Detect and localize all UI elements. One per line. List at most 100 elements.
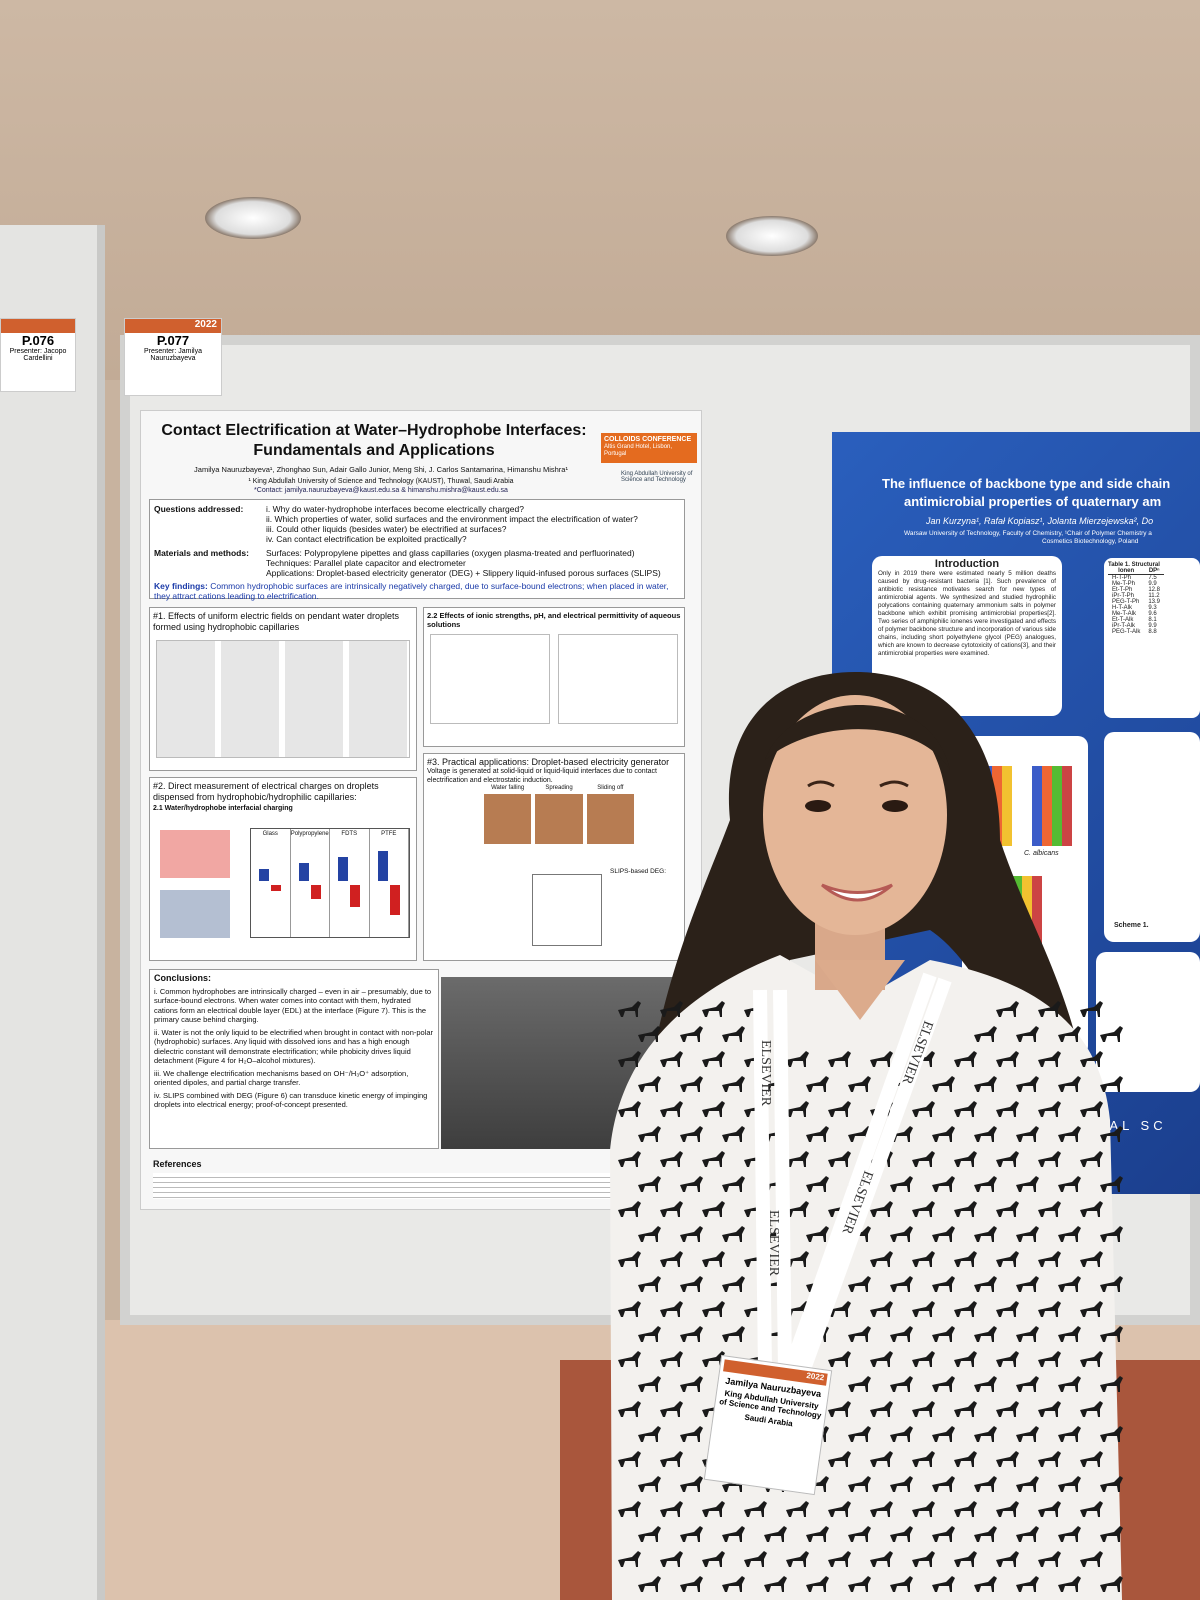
- horse-print: [680, 1326, 703, 1342]
- horse-print: [618, 1151, 641, 1167]
- horse-print: [996, 1051, 1019, 1067]
- references-lines: [153, 1173, 683, 1199]
- horse-print: [1016, 1376, 1039, 1392]
- horse-print: [890, 1176, 913, 1192]
- horse-print: [870, 1351, 893, 1367]
- horse-print: [1080, 1401, 1103, 1417]
- horse-print: [996, 1151, 1019, 1167]
- horse-print: [996, 1301, 1019, 1317]
- conclusion: ii. Water is not the only liquid to be e…: [154, 1027, 434, 1066]
- horse-print: [1016, 1576, 1039, 1592]
- horse-print: [1080, 1301, 1103, 1317]
- horse-print: [870, 1251, 893, 1267]
- horse-print: [974, 1526, 997, 1542]
- table-cell: PEG-T-Alk: [1112, 629, 1141, 635]
- section-text: Voltage is generated at solid-liquid or …: [427, 768, 657, 784]
- eye: [882, 800, 908, 812]
- horse-print: [954, 1101, 977, 1117]
- table-cell: 9.9: [1148, 623, 1157, 629]
- horse-print: [954, 1251, 977, 1267]
- horse-print: [744, 1551, 767, 1567]
- horse-print: [680, 1576, 703, 1592]
- horse-print: [764, 1526, 787, 1542]
- horse-print: [1058, 1276, 1081, 1292]
- horse-print: [722, 1176, 745, 1192]
- method: Surfaces: Polypropylene pipettes and gla…: [266, 548, 635, 558]
- method: Techniques: Parallel plate capacitor and…: [266, 558, 466, 568]
- conclusion-box: [1096, 952, 1200, 1092]
- horse-print: [680, 1426, 703, 1442]
- face: [763, 695, 947, 935]
- horse-print: [1100, 1276, 1123, 1292]
- horse-print: [828, 1101, 851, 1117]
- table-cell: PEG-T-Ph: [1112, 599, 1140, 605]
- horse-print: [1038, 1451, 1061, 1467]
- horse-print: [996, 1501, 1019, 1517]
- table-row: H-T-Ph 7.5: [1108, 575, 1164, 581]
- table-cell: iPr-T-Ph: [1112, 593, 1135, 599]
- horse-print: [954, 1351, 977, 1367]
- horse-print: [996, 1001, 1019, 1017]
- horse-print: [618, 1101, 641, 1117]
- conclusion: iii. We challenge electrification mechan…: [154, 1068, 409, 1088]
- horse-print: [828, 1451, 851, 1467]
- horse-print: [1100, 1176, 1123, 1192]
- intro-heading: Introduction: [934, 558, 1000, 570]
- conference-venue: Altis Grand Hotel, Lisbon, Portugal: [604, 444, 673, 457]
- horse-print: [1100, 1476, 1123, 1492]
- horse-print: [974, 1426, 997, 1442]
- conclusions-box: Conclusions: i. Common hydrophobes are i…: [149, 969, 439, 1149]
- horse-print: [954, 1501, 977, 1517]
- horse-print: [848, 1426, 871, 1442]
- question: iv. Can contact electrification be explo…: [266, 534, 467, 544]
- horse-print: [1016, 1326, 1039, 1342]
- bar-label: PTFE: [381, 831, 397, 837]
- horse-print: [954, 1151, 977, 1167]
- horse-print: [638, 1526, 661, 1542]
- horse-print: [1038, 1551, 1061, 1567]
- horse-print: [764, 1576, 787, 1592]
- horse-print: [786, 1101, 809, 1117]
- horse-print: [912, 1501, 935, 1517]
- table-cell: 8.1: [1148, 617, 1157, 623]
- horse-print: [974, 1176, 997, 1192]
- table-cell: 9.9: [1148, 581, 1157, 587]
- horse-print: [618, 1201, 641, 1217]
- horse-print: [660, 1051, 683, 1067]
- horse-print: [722, 1576, 745, 1592]
- horse-print: [722, 1026, 745, 1042]
- horse-print: [974, 1326, 997, 1342]
- horse-print: [932, 1126, 955, 1142]
- badge-banner: [1, 319, 75, 333]
- horse-print: [1100, 1226, 1123, 1242]
- horse-print: [932, 1326, 955, 1342]
- eye: [805, 800, 831, 812]
- subsection-heading: 2.1 Water/hydrophobe interfacial chargin…: [153, 805, 293, 812]
- horse-print: [828, 1551, 851, 1567]
- table-cell: iPr-T-Alk: [1112, 623, 1135, 629]
- horse-print: [702, 1201, 725, 1217]
- lanyard-text: ELSEVIER: [758, 1040, 773, 1107]
- bar-decoration: [389, 885, 400, 915]
- horse-print: [848, 1076, 871, 1092]
- section-box: #2. Direct measurement of electrical cha…: [149, 777, 417, 961]
- affiliation: Warsaw University of Technology, Faculty…: [904, 530, 1152, 537]
- horse-print: [848, 1376, 871, 1392]
- horse-print: [806, 1126, 829, 1142]
- horse-print: [680, 1126, 703, 1142]
- table-cell: H-T-Alk: [1112, 605, 1132, 611]
- bar-decoration: [298, 863, 309, 881]
- question: i. Why do water-hydrophobe interfaces be…: [266, 504, 524, 514]
- horse-print: [828, 1301, 851, 1317]
- table-box: Table 1. Structural Ionen DPⁿ H-T-Ph 7.5 Me-…: [1104, 558, 1200, 718]
- horse-print: [660, 1201, 683, 1217]
- horse-print: [702, 1101, 725, 1117]
- table-header-row: Ionen DPⁿ: [1108, 568, 1165, 575]
- badge-year: 2022: [125, 319, 221, 333]
- photo-strip: Water falling Spreading Sliding off: [484, 785, 634, 844]
- table-cell: Et-T-Alk: [1112, 617, 1134, 623]
- figure: [160, 890, 230, 938]
- bar-decoration: [271, 885, 281, 891]
- conclusions-list: i. Common hydrophobes are intrinsically …: [154, 987, 434, 1110]
